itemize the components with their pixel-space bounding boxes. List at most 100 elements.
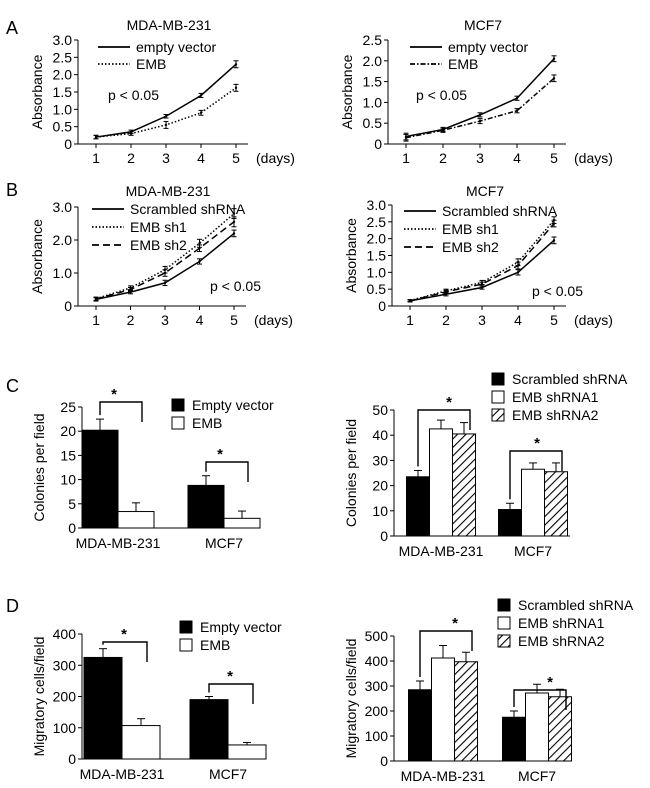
- legend-swatch-d1-empty-vector: [179, 620, 193, 634]
- y-tick-label-c2: 50: [372, 402, 388, 418]
- y-tick-label-b1: 3.0: [53, 199, 73, 215]
- data-point-b2-emb-sh2: [480, 282, 484, 286]
- significance-bracket-d1: [208, 683, 254, 704]
- y-tick-label-c2: 10: [372, 503, 388, 519]
- x-tick-label-b1: 4: [196, 312, 204, 328]
- y-tick-label-d2: 300: [365, 678, 389, 694]
- data-point-a2-emb: [404, 136, 408, 139]
- chart-d2: 0 100 200 300 400 500 Migratory cells/field Scr…: [343, 597, 634, 784]
- legend-swatch-c2-emb-shrna2: [491, 408, 505, 422]
- bar-d1-empty-vector: [83, 656, 123, 760]
- x-tick-label-a1: 1: [92, 150, 100, 166]
- x-tick-label-a2: 1: [402, 150, 410, 166]
- legend-label-d1-emb: EMB: [200, 637, 230, 653]
- significance-bracket-c1: [205, 461, 249, 482]
- data-point-a2-emb: [515, 109, 519, 112]
- y-tick-label-d1: 100: [53, 720, 77, 736]
- y-tick-label-c1: 15: [60, 447, 76, 463]
- bar-c1-emb: [223, 517, 261, 529]
- bar-c2-emb-shrna1: [429, 428, 453, 537]
- y-tick-label-c1: 20: [60, 423, 76, 439]
- legend-label-d1-empty-vector: Empty vector: [200, 619, 282, 635]
- bar-d2-emb-shrna2: [454, 661, 478, 762]
- p-value-annotation-a2: p < 0.05: [416, 87, 467, 103]
- legend-label-a1-empty-vector: empty vector: [136, 39, 216, 55]
- panel-letter-a: A: [6, 18, 18, 38]
- data-point-b1-emb-sh2: [232, 220, 236, 224]
- panel-letter-d: D: [6, 596, 19, 616]
- y-tick-label-b2: 1.5: [367, 248, 387, 264]
- chart-a1: 00.5 1.01.52.0 2.53.0 Absorbance MDA-MB-231 1…: [29, 17, 295, 166]
- y-tick-label-b2: 0.5: [367, 281, 387, 297]
- y-tick-label-b2: 2.0: [367, 231, 387, 247]
- legend-label-c1-emb: EMB: [192, 415, 222, 431]
- bar-c2-scrambled-shrna: [406, 476, 430, 537]
- y-tick-label-a1: 3.0: [53, 32, 73, 48]
- y-tick-label-b1: 1.0: [53, 265, 73, 281]
- y-tick-label-a2: 1.5: [363, 74, 383, 90]
- legend-label-b2-emb-sh2: EMB sh2: [442, 239, 499, 255]
- data-point-a2-emb: [552, 77, 556, 80]
- y-tick-label-d1: 0: [68, 751, 76, 767]
- y-tick-label-d1: 200: [53, 689, 77, 705]
- y-tick-label-b2: 0: [378, 298, 386, 314]
- data-point-a2-emb: [478, 119, 482, 123]
- series-line-b1-emb-sh2: [95, 221, 235, 300]
- data-point-b2-emb-sh2: [408, 299, 412, 303]
- legend-label-b1-emb-sh2: EMB sh2: [130, 237, 187, 253]
- y-tick-label-c1: 10: [60, 472, 76, 488]
- bar-c1-empty-vector: [187, 484, 225, 529]
- data-point-b1-emb-sh2: [129, 288, 132, 291]
- significance-bracket-c1: [99, 401, 143, 422]
- y-axis-label-b2: Absorbance: [343, 218, 359, 293]
- chart-title-a1: MDA-MB-231: [127, 17, 212, 33]
- significance-bracket-d1: [102, 641, 148, 662]
- y-tick-label-b1: 0: [64, 298, 72, 314]
- data-point-a1-emb: [129, 132, 133, 135]
- legend-label-c2-emb-shrna2: EMB shRNA2: [512, 407, 599, 423]
- x-tick-label-a1: 4: [197, 150, 205, 166]
- chart-a2: 0 0.5 1.0 1.5 2.0 2.5 Absorbance MCF7 1 2 3 4 5 (days…: [339, 17, 613, 166]
- y-tick-label-b2: 3.0: [367, 197, 387, 213]
- data-point-b1-scrambled-shrna: [163, 281, 167, 285]
- data-point-b2-emb-sh2: [552, 222, 556, 225]
- data-point-b1-emb-sh1: [198, 242, 201, 245]
- y-tick-label-a1: 2.0: [53, 67, 73, 83]
- chart-c2: 0 10 20 30 40 50 Colonies per field Scrambled s…: [343, 371, 628, 559]
- legend-swatch-d2-emb-shrna2: [497, 634, 511, 648]
- chart-b2: 00.51.01.52.02.53.0 Absorbance MCF7 1 2 3 4 5 (d…: [343, 183, 613, 328]
- y-axis-label-b1: Absorbance: [29, 219, 45, 294]
- chart-title-b1: MDA-MB-231: [126, 183, 211, 199]
- y-tick-label-d2: 400: [365, 653, 389, 669]
- category-label-d2: MCF7: [518, 768, 556, 784]
- y-axis-label-c1: Colonies per field: [31, 413, 47, 521]
- data-point-a2-empty-vector: [515, 97, 519, 100]
- legend-label-b1-emb-sh1: EMB sh1: [130, 219, 187, 235]
- x-tick-label-b1: 5: [230, 312, 238, 328]
- x-tick-label-a1: 5: [232, 150, 240, 166]
- y-tick-label-b2: 1.0: [367, 264, 387, 280]
- legend-label-b2-emb-sh1: EMB sh1: [442, 221, 499, 237]
- x-tick-label-a2: 2: [439, 150, 447, 166]
- bar-d2-emb-shrna2: [548, 696, 572, 762]
- significance-star-c1: *: [111, 386, 117, 403]
- legend-label-a2-empty-vector: empty vector: [448, 39, 528, 55]
- legend-label-b2-scrambled-shrna: Scrambled shRNA: [442, 203, 558, 219]
- legend-label-b1-scrambled-shrna: Scrambled shRNA: [130, 201, 246, 217]
- data-point-b1-emb-sh2: [198, 247, 201, 250]
- x-tick-label-b1: 3: [161, 312, 169, 328]
- legend-swatch-d2-emb-shrna1: [497, 616, 511, 630]
- data-point-a1-emb: [164, 123, 168, 127]
- data-point-b2-emb-sh2: [516, 264, 520, 267]
- y-tick-label-a2: 0.5: [363, 115, 383, 131]
- category-label-d1: MDA-MB-231: [80, 766, 165, 782]
- bar-c2-emb-shrna1: [521, 468, 545, 537]
- y-tick-label-b2: 2.5: [367, 214, 387, 230]
- data-point-b1-emb-sh2: [94, 297, 98, 301]
- x-tick-label-a2: 3: [476, 150, 484, 166]
- bar-d2-emb-shrna1: [525, 692, 549, 762]
- y-tick-label-d2: 0: [380, 753, 388, 769]
- chart-c1: 0 5 10 15 20 25 Colonies per field Empty vector…: [31, 386, 274, 551]
- bar-c1-emb: [117, 511, 155, 529]
- y-tick-label-d1: 400: [53, 626, 77, 642]
